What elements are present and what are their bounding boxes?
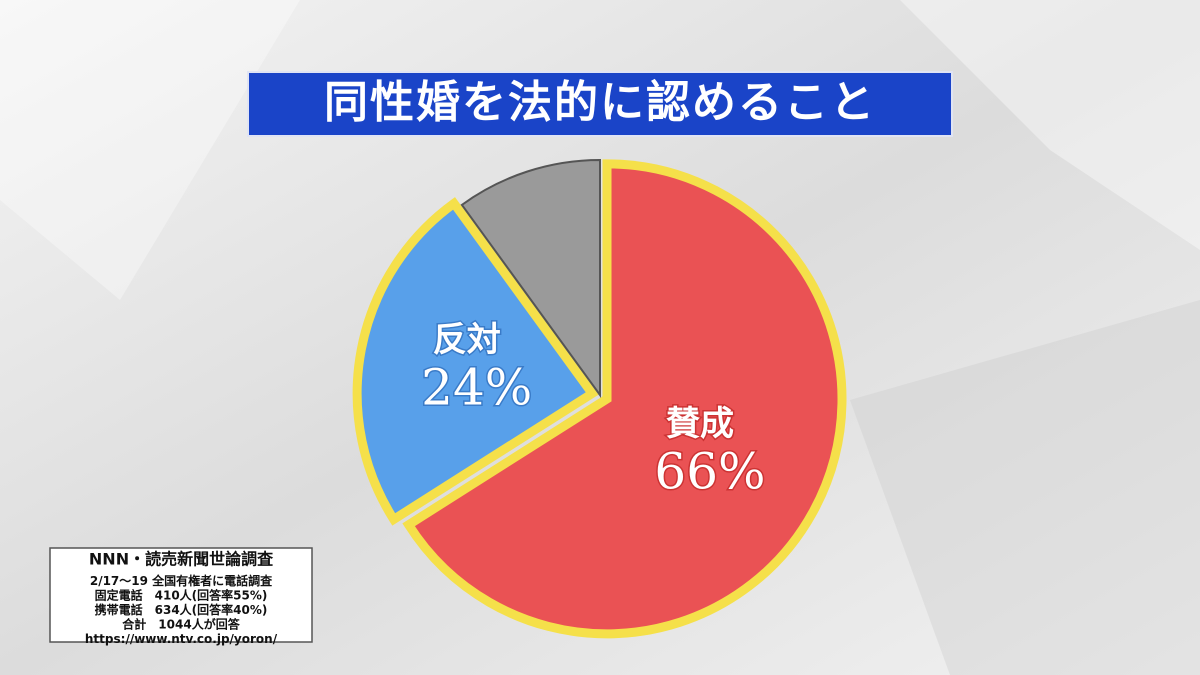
value-label: 24% bbox=[421, 358, 532, 416]
source-line: 固定電話 410人(回答率55%) bbox=[95, 588, 268, 603]
facet bbox=[900, 0, 1200, 250]
pie-slice bbox=[460, 158, 601, 399]
pie-slice bbox=[352, 197, 599, 526]
chart-title: 同性婚を法的に認めること bbox=[324, 77, 876, 128]
source-line: 携帯電話 634人(回答率40%) bbox=[95, 602, 268, 617]
slice-label: 賛成 bbox=[666, 404, 734, 444]
facet bbox=[850, 300, 1200, 675]
source-box bbox=[49, 547, 313, 643]
title-banner bbox=[247, 71, 953, 137]
facet bbox=[0, 0, 300, 300]
value-label: 66% bbox=[654, 442, 765, 500]
source-line: 合計 1044人が回答 bbox=[122, 617, 240, 632]
pie-slice bbox=[402, 159, 847, 639]
source-line: https://www.ntv.co.jp/yoron/ bbox=[85, 632, 278, 646]
source-line: NNN・読売新聞世論調査 bbox=[89, 550, 273, 569]
slice-label: 反対 bbox=[433, 320, 501, 360]
source-line: 2/17〜19 全国有権者に電話調査 bbox=[90, 573, 273, 588]
